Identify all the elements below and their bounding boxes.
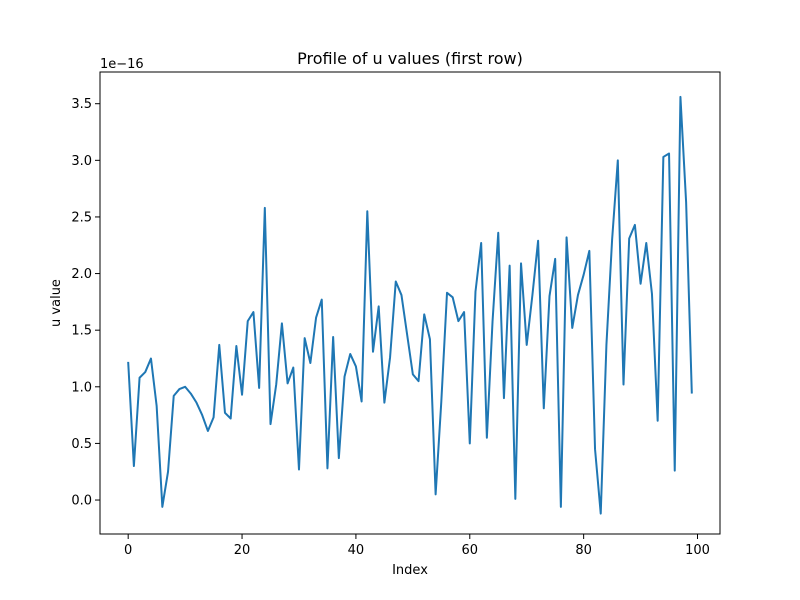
- chart-title: Profile of u values (first row): [297, 49, 523, 68]
- x-tick-label: 40: [348, 543, 365, 558]
- x-tick-label: 0: [124, 543, 132, 558]
- x-axis: 0 20 40 60 80 100: [124, 534, 710, 558]
- x-tick-label: 100: [685, 543, 710, 558]
- y-tick-label: 0.5: [71, 437, 92, 452]
- x-axis-label: Index: [392, 563, 428, 578]
- y-tick-label: 2.5: [71, 210, 92, 225]
- x-tick-label: 20: [234, 543, 251, 558]
- x-tick-label: 60: [462, 543, 479, 558]
- plot-area: [127, 95, 693, 515]
- y-tick-label: 1.5: [71, 324, 92, 339]
- y-axis-label: u value: [49, 279, 64, 327]
- series-line: [127, 95, 693, 515]
- y-axis: 0.0 0.5 1.0 1.5 2.0 2.5 3.0 3.5: [71, 97, 100, 509]
- y-tick-label: 2.0: [71, 267, 92, 282]
- y-tick-label: 1.0: [71, 380, 92, 395]
- axes-frame: [99, 71, 721, 535]
- y-tick-label: 3.0: [71, 154, 92, 169]
- x-tick-label: 80: [575, 543, 592, 558]
- y-tick-label: 3.5: [71, 97, 92, 112]
- y-offset-text: 1e−16: [100, 57, 144, 72]
- y-tick-label: 0.0: [71, 494, 92, 509]
